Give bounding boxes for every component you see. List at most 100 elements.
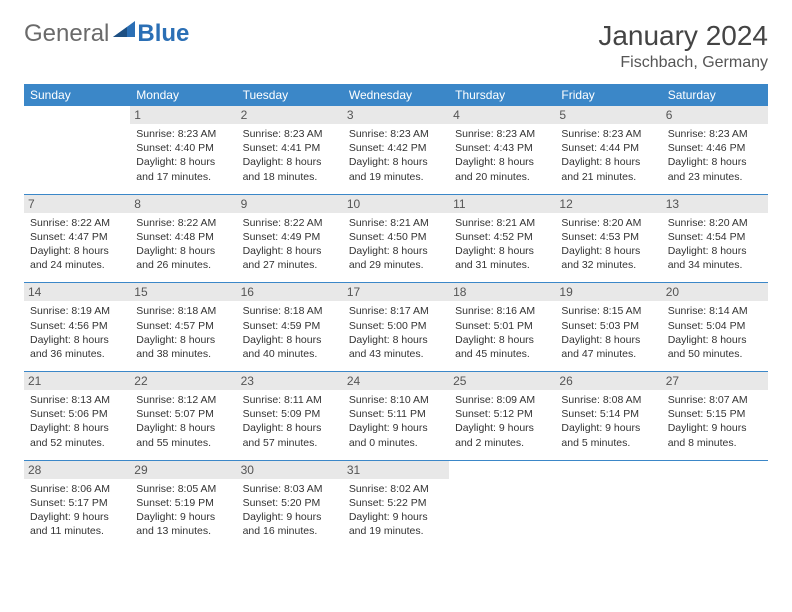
header: General Blue January 2024 Fischbach, Ger… [24, 20, 768, 72]
detail-line: and 5 minutes. [561, 436, 655, 450]
day-details: Sunrise: 8:11 AMSunset: 5:09 PMDaylight:… [243, 393, 337, 450]
detail-line: and 18 minutes. [243, 170, 337, 184]
day-details: Sunrise: 8:23 AMSunset: 4:44 PMDaylight:… [561, 127, 655, 184]
calendar-page: General Blue January 2024 Fischbach, Ger… [0, 0, 792, 568]
calendar-cell [24, 106, 130, 194]
detail-line: Sunrise: 8:07 AM [668, 393, 762, 407]
detail-line: Daylight: 8 hours [243, 244, 337, 258]
weekday-header: Sunday [24, 84, 130, 106]
calendar-cell: 12 Sunrise: 8:20 AMSunset: 4:53 PMDayligh… [555, 194, 661, 283]
day-details: Sunrise: 8:20 AMSunset: 4:54 PMDaylight:… [668, 216, 762, 273]
detail-line: and 16 minutes. [243, 524, 337, 538]
detail-line: and 0 minutes. [349, 436, 443, 450]
detail-line: Sunrise: 8:03 AM [243, 482, 337, 496]
day-details: Sunrise: 8:05 AMSunset: 5:19 PMDaylight:… [136, 482, 230, 539]
title-block: January 2024 Fischbach, Germany [598, 20, 768, 72]
calendar-cell [449, 460, 555, 548]
day-number: 31 [343, 461, 449, 479]
detail-line: Daylight: 8 hours [455, 333, 549, 347]
detail-line: and 29 minutes. [349, 258, 443, 272]
detail-line: Daylight: 9 hours [136, 510, 230, 524]
day-details: Sunrise: 8:17 AMSunset: 5:00 PMDaylight:… [349, 304, 443, 361]
detail-line: Sunrise: 8:13 AM [30, 393, 124, 407]
detail-line: Sunset: 5:19 PM [136, 496, 230, 510]
detail-line: Sunset: 5:03 PM [561, 319, 655, 333]
day-number: 12 [555, 195, 661, 213]
day-details: Sunrise: 8:12 AMSunset: 5:07 PMDaylight:… [136, 393, 230, 450]
detail-line: and 50 minutes. [668, 347, 762, 361]
detail-line: Sunset: 5:11 PM [349, 407, 443, 421]
day-number: 24 [343, 372, 449, 390]
detail-line: Sunrise: 8:17 AM [349, 304, 443, 318]
calendar-cell: 18Sunrise: 8:16 AMSunset: 5:01 PMDayligh… [449, 283, 555, 372]
detail-line: Daylight: 8 hours [30, 333, 124, 347]
calendar-cell: 29Sunrise: 8:05 AMSunset: 5:19 PMDayligh… [130, 460, 236, 548]
calendar-cell: 27Sunrise: 8:07 AMSunset: 5:15 PMDayligh… [662, 372, 768, 461]
detail-line: and 19 minutes. [349, 524, 443, 538]
day-details: Sunrise: 8:22 AMSunset: 4:47 PMDaylight:… [30, 216, 124, 273]
detail-line: Daylight: 8 hours [561, 244, 655, 258]
day-details: Sunrise: 8:06 AMSunset: 5:17 PMDaylight:… [30, 482, 124, 539]
detail-line: and 34 minutes. [668, 258, 762, 272]
detail-line: Daylight: 8 hours [136, 244, 230, 258]
detail-line: Sunrise: 8:10 AM [349, 393, 443, 407]
detail-line: Sunrise: 8:06 AM [30, 482, 124, 496]
detail-line: and 8 minutes. [668, 436, 762, 450]
detail-line: Sunset: 4:47 PM [30, 230, 124, 244]
detail-line: Daylight: 8 hours [349, 155, 443, 169]
day-number: 17 [343, 283, 449, 301]
detail-line: Sunrise: 8:22 AM [30, 216, 124, 230]
day-number: 22 [130, 372, 236, 390]
detail-line: and 36 minutes. [30, 347, 124, 361]
calendar-week-row: 7Sunrise: 8:22 AMSunset: 4:47 PMDaylight… [24, 194, 768, 283]
weekday-header: Friday [555, 84, 661, 106]
detail-line: Daylight: 9 hours [243, 510, 337, 524]
detail-line: Daylight: 9 hours [349, 421, 443, 435]
detail-line: Daylight: 9 hours [455, 421, 549, 435]
day-details: Sunrise: 8:18 AMSunset: 4:57 PMDaylight:… [136, 304, 230, 361]
detail-line: Sunset: 4:59 PM [243, 319, 337, 333]
calendar-cell: 16Sunrise: 8:18 AMSunset: 4:59 PMDayligh… [237, 283, 343, 372]
detail-line: Daylight: 8 hours [30, 421, 124, 435]
weekday-header: Thursday [449, 84, 555, 106]
calendar-cell: 15Sunrise: 8:18 AMSunset: 4:57 PMDayligh… [130, 283, 236, 372]
detail-line: Sunrise: 8:14 AM [668, 304, 762, 318]
calendar-cell: 25Sunrise: 8:09 AMSunset: 5:12 PMDayligh… [449, 372, 555, 461]
detail-line: Daylight: 8 hours [455, 155, 549, 169]
weekday-header: Tuesday [237, 84, 343, 106]
detail-line: Sunset: 5:04 PM [668, 319, 762, 333]
calendar-cell: 19Sunrise: 8:15 AMSunset: 5:03 PMDayligh… [555, 283, 661, 372]
day-details: Sunrise: 8:23 AMSunset: 4:42 PMDaylight:… [349, 127, 443, 184]
calendar-cell: 5Sunrise: 8:23 AMSunset: 4:44 PMDaylight… [555, 106, 661, 194]
detail-line: and 31 minutes. [455, 258, 549, 272]
calendar-cell: 13Sunrise: 8:20 AMSunset: 4:54 PMDayligh… [662, 194, 768, 283]
calendar-cell: 24 Sunrise: 8:10 AMSunset: 5:11 PMDayligh… [343, 372, 449, 461]
detail-line: Sunset: 5:07 PM [136, 407, 230, 421]
calendar-cell: 9Sunrise: 8:22 AMSunset: 4:49 PMDaylight… [237, 194, 343, 283]
detail-line: Daylight: 8 hours [668, 244, 762, 258]
detail-line: Sunset: 4:41 PM [243, 141, 337, 155]
detail-line: and 38 minutes. [136, 347, 230, 361]
calendar-cell: 28Sunrise: 8:06 AMSunset: 5:17 PMDayligh… [24, 460, 130, 548]
calendar-cell: 21Sunrise: 8:13 AMSunset: 5:06 PMDayligh… [24, 372, 130, 461]
detail-line: Daylight: 8 hours [668, 333, 762, 347]
day-number: 11 [449, 195, 555, 213]
detail-line: Sunset: 5:01 PM [455, 319, 549, 333]
day-details: Sunrise: 8:02 AMSunset: 5:22 PMDaylight:… [349, 482, 443, 539]
detail-line: Daylight: 8 hours [243, 333, 337, 347]
detail-line: Daylight: 8 hours [561, 155, 655, 169]
detail-line: Sunset: 4:53 PM [561, 230, 655, 244]
detail-line: and 40 minutes. [243, 347, 337, 361]
calendar-week-row: 28Sunrise: 8:06 AMSunset: 5:17 PMDayligh… [24, 460, 768, 548]
day-details: Sunrise: 8:23 AMSunset: 4:40 PMDaylight:… [136, 127, 230, 184]
day-details: Sunrise: 8:20 AMSunset: 4:53 PMDaylight:… [561, 216, 655, 273]
calendar-cell: 4Sunrise: 8:23 AMSunset: 4:43 PMDaylight… [449, 106, 555, 194]
day-number: 7 [24, 195, 130, 213]
detail-line: Sunset: 4:43 PM [455, 141, 549, 155]
calendar-cell: 17 Sunrise: 8:17 AMSunset: 5:00 PMDayligh… [343, 283, 449, 372]
detail-line: and 32 minutes. [561, 258, 655, 272]
calendar-week-row: 14Sunrise: 8:19 AMSunset: 4:56 PMDayligh… [24, 283, 768, 372]
calendar-body: 1Sunrise: 8:23 AMSunset: 4:40 PMDaylight… [24, 106, 768, 548]
calendar-cell: 23Sunrise: 8:11 AMSunset: 5:09 PMDayligh… [237, 372, 343, 461]
calendar-cell: 8Sunrise: 8:22 AMSunset: 4:48 PMDaylight… [130, 194, 236, 283]
